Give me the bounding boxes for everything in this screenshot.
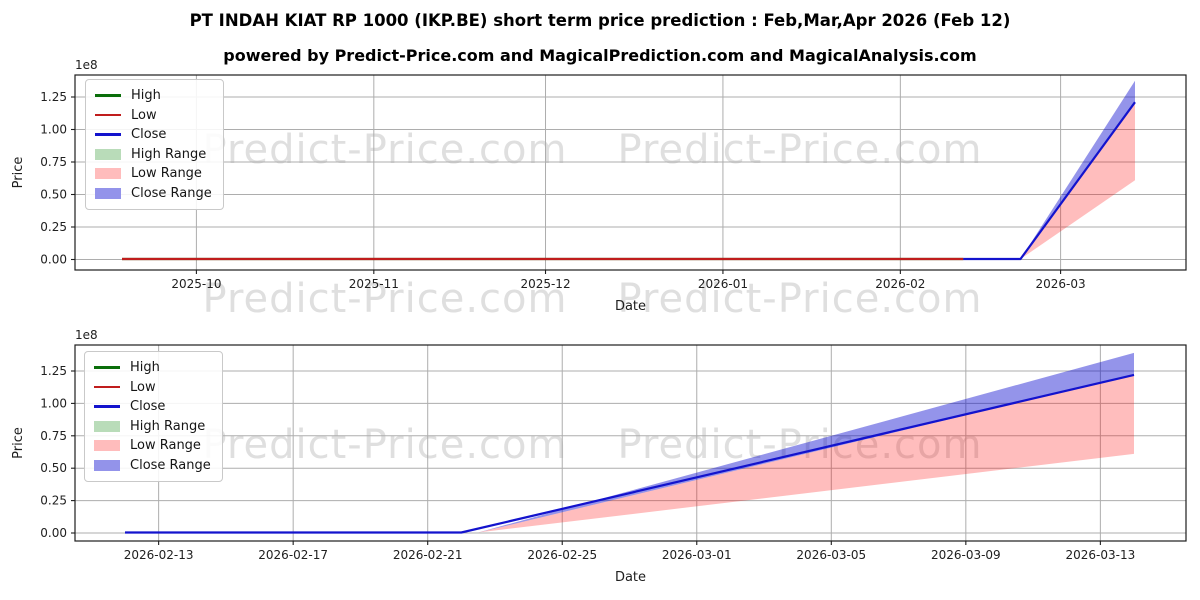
y-axis-label: Price: [11, 157, 26, 189]
y-axis-label: Price: [11, 427, 26, 459]
legend-item-label: Close: [130, 399, 166, 414]
x-axis-label: Date: [615, 299, 646, 314]
legend-patch-swatch: [95, 148, 121, 160]
x-tick-label: 2026-02-25: [527, 548, 597, 562]
y-tick-label: 1.25: [40, 364, 67, 378]
x-tick-label: 2026-02: [875, 277, 925, 291]
x-tick-label: 2026-02-17: [258, 548, 328, 562]
band-close-range: [478, 352, 1135, 533]
x-tick-label: 2026-03-09: [931, 548, 1001, 562]
legend-line-swatch: [95, 94, 121, 97]
y-tick-label: 1.25: [40, 90, 67, 104]
watermark-text: Predict-Price.com: [617, 127, 983, 173]
legend-item: Close Range: [95, 186, 212, 201]
legend-item-label: Low Range: [131, 166, 202, 181]
watermark-text: Predict-Price.com: [618, 422, 983, 468]
legend-item: Close: [95, 127, 212, 142]
legend-patch-swatch: [95, 168, 121, 179]
legend-line-swatch: [95, 113, 121, 117]
series-line-close: [125, 373, 1135, 534]
x-tick-label: 2026-03: [1036, 277, 1086, 291]
series-line-close: [963, 101, 1136, 261]
legend-patch-swatch: [94, 459, 120, 471]
legend-line-swatch: [94, 405, 120, 408]
x-tick-label: 2026-01: [698, 277, 748, 291]
legend-item-label: High Range: [131, 146, 207, 162]
legend-line-swatch: [94, 385, 120, 389]
x-tick-label: 2026-03-13: [1065, 548, 1135, 562]
page-subtitle: powered by Predict-Price.com and Magical…: [223, 46, 977, 65]
legend-patch-swatch: [94, 420, 120, 432]
legend-line-swatch: [94, 366, 120, 369]
y-axis-offset-label: 1e8: [75, 58, 98, 72]
x-tick-label: 2026-03-01: [662, 548, 732, 562]
legend-item-label: High: [130, 360, 160, 375]
bottom-chart-legend: High Low Close High Range Low Range Close Ran…: [84, 351, 223, 482]
y-tick-label: 1.00: [40, 123, 67, 137]
x-tick-label: 2026-02-13: [124, 548, 194, 562]
y-tick-label: 0.00: [40, 526, 67, 540]
y-tick-label: 0.25: [40, 220, 67, 234]
legend-item: Close Range: [94, 458, 211, 473]
legend-item: Close: [94, 399, 211, 414]
y-tick-label: 0.25: [40, 494, 67, 508]
legend-item-label: Low: [131, 107, 157, 123]
legend-item: High: [94, 360, 211, 375]
legend-item: High Range: [95, 147, 212, 162]
legend-item-label: Low: [130, 379, 156, 395]
legend-item: High: [95, 88, 212, 103]
y-tick-label: 0.75: [40, 155, 67, 169]
legend-item: Low: [95, 108, 212, 123]
y-tick-label: 0.00: [40, 253, 67, 267]
y-tick-label: 0.50: [40, 188, 67, 202]
y-tick-label: 1.00: [40, 396, 67, 410]
x-tick-label: 2026-02-21: [393, 548, 463, 562]
legend-item-label: High: [131, 88, 161, 103]
legend-item-label: Close Range: [130, 457, 211, 473]
y-tick-label: 0.75: [40, 429, 67, 443]
legend-item: Low: [94, 380, 211, 395]
y-axis-offset-label: 1e8: [75, 328, 98, 342]
plot-border: [74, 344, 1187, 542]
x-tick-label: 2025-11: [349, 277, 399, 291]
legend-item-label: Close: [131, 127, 167, 142]
page-title: PT INDAH KIAT RP 1000 (IKP.BE) short ter…: [189, 11, 1011, 30]
watermark-text: Predict-Price.com: [202, 127, 568, 173]
x-tick-label: 2026-03-05: [796, 548, 866, 562]
y-tick-label: 0.50: [40, 461, 67, 475]
top-chart-legend: High Low Close High Range Low Range Close Ran…: [85, 79, 224, 210]
legend-item: High Range: [94, 419, 211, 434]
watermark-text: Predict-Price.com: [202, 276, 568, 322]
watermark-text: Predict-Price.com: [202, 422, 568, 468]
legend-patch-swatch: [95, 187, 121, 199]
bottom-chart: 2026-02-13 2026-02-17 2026-02-21 2026-02-25…: [11, 328, 1187, 585]
legend-item-label: Close Range: [131, 185, 212, 201]
legend-item: Low Range: [95, 166, 212, 181]
top-chart: 2025-10 2025-11 2025-12 2026-01 2026-02 2026-…: [11, 58, 1187, 314]
legend-patch-swatch: [94, 440, 120, 451]
legend-item-label: High Range: [130, 418, 206, 434]
legend-item: Low Range: [94, 438, 211, 453]
plot-border: [74, 74, 1187, 271]
legend-item-label: Low Range: [130, 438, 201, 453]
x-axis-label: Date: [615, 570, 646, 585]
x-tick-label: 2025-12: [520, 277, 570, 291]
watermark-text: Predict-Price.com: [617, 276, 983, 322]
legend-line-swatch: [95, 133, 121, 136]
x-tick-label: 2025-10: [171, 277, 221, 291]
